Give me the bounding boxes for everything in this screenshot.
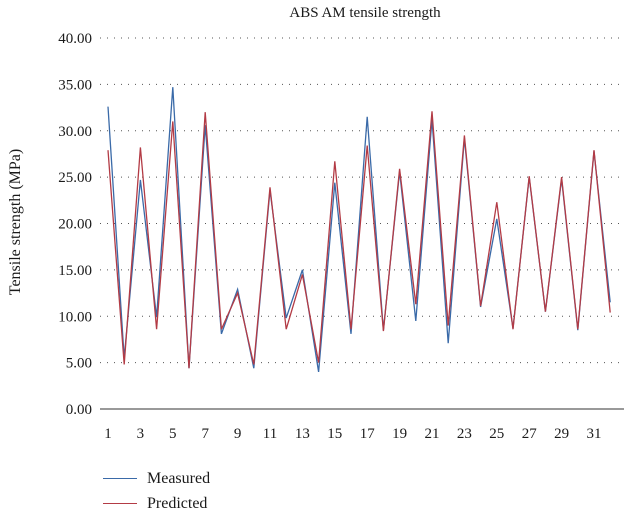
x-tick-label: 11 [263,426,277,442]
y-axis-ticks: 0.00 5.00 10.00 15.00 20.00 25.00 30.00 35.00 40… [58,31,92,418]
x-tick-label: 9 [234,426,242,442]
x-tick-label: 13 [295,426,310,442]
x-tick-label: 3 [137,426,145,442]
x-tick-label: 5 [169,426,177,442]
legend: Measured Predicted [103,466,210,516]
x-axis-ticks: 1 3 5 7 9 11 13 15 17 19 21 23 25 27 29 31 [104,426,601,442]
y-tick-label: 15.00 [58,263,92,279]
x-tick-label: 29 [554,426,569,442]
y-tick-label: 0.00 [66,402,92,418]
series-line-measured [107,87,611,373]
x-tick-label: 23 [457,426,472,442]
chart-title: ABS AM tensile strength [289,5,441,21]
x-tick-label: 15 [327,426,342,442]
legend-item-measured: Measured [103,466,210,491]
x-tick-label: 7 [201,426,209,442]
legend-swatch-measured [103,478,137,479]
legend-item-predicted: Predicted [103,491,210,516]
series-line-predicted [107,111,611,369]
legend-label-predicted: Predicted [147,494,208,512]
y-tick-label: 25.00 [58,170,92,186]
y-tick-label: 20.00 [58,217,92,233]
y-tick-label: 35.00 [58,77,92,93]
y-tick-label: 10.00 [58,309,92,325]
legend-swatch-predicted [103,503,137,504]
x-tick-label: 19 [392,426,407,442]
x-tick-label: 25 [489,426,504,442]
y-axis-label: Tensile strength (MPa) [7,149,24,295]
y-tick-label: 30.00 [58,124,92,140]
x-tick-label: 17 [360,426,376,442]
x-tick-label: 1 [104,426,112,442]
x-tick-label: 27 [522,426,538,442]
series-lines [107,87,611,373]
x-tick-label: 21 [425,426,440,442]
x-tick-label: 31 [587,426,602,442]
y-tick-label: 5.00 [66,356,92,372]
y-tick-label: 40.00 [58,31,92,47]
legend-label-measured: Measured [147,469,211,487]
